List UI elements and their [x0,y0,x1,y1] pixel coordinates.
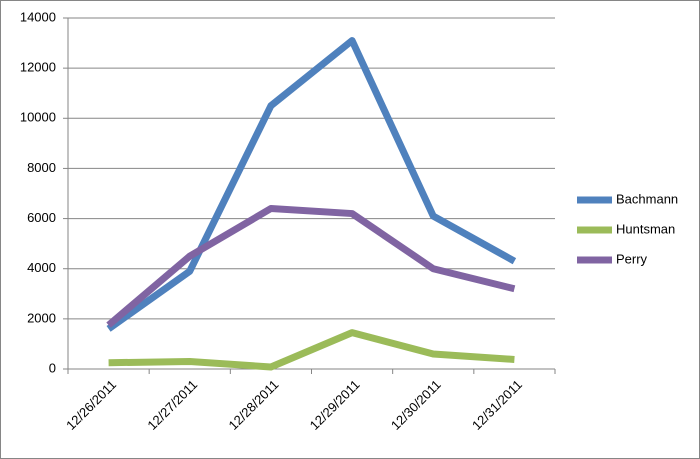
series-line [108,329,515,371]
y-tick-label: 2000 [27,310,56,325]
legend-label: Perry [616,251,648,266]
legend-label: Bachmann [616,191,678,206]
y-tick-label: 12000 [20,60,56,75]
legend-label: Huntsman [616,221,675,236]
y-tick-label: 0 [49,360,56,375]
y-tick-label: 6000 [27,210,56,225]
y-tick-label: 8000 [27,160,56,175]
y-tick-label: 4000 [27,260,56,275]
series-line [106,37,517,332]
y-tick-label: 10000 [20,110,56,125]
y-tick-label: 14000 [20,9,56,24]
series-line [106,205,516,328]
